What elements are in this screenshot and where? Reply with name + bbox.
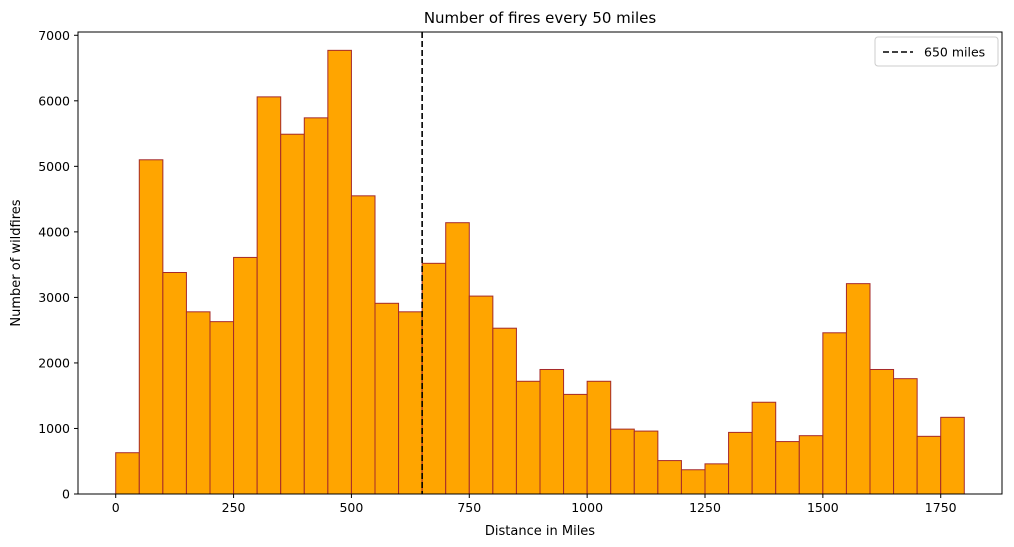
bar	[492, 327, 517, 495]
y-tick-label: 1000	[38, 421, 70, 436]
bar	[185, 311, 211, 495]
bar	[468, 295, 494, 495]
y-tick-label: 4000	[38, 224, 70, 239]
bar	[940, 416, 965, 495]
bar	[374, 302, 400, 495]
bar	[421, 262, 447, 495]
bar	[869, 368, 895, 495]
y-tick-label: 2000	[38, 355, 70, 370]
bar	[610, 428, 635, 495]
y-axis-label: Number of wildfires	[9, 199, 24, 326]
y-tick-label: 6000	[38, 93, 70, 108]
x-tick-label: 1000	[571, 500, 603, 515]
x-tick-label: 0	[112, 500, 120, 515]
x-tick-label: 1750	[925, 500, 957, 515]
bar	[728, 431, 753, 495]
bar	[704, 463, 730, 495]
bar	[633, 430, 659, 495]
y-axis-ticks: 0 1000 2000 3000 4000 5000 6000 7000	[38, 28, 78, 502]
legend-box	[874, 36, 999, 67]
bar	[256, 96, 282, 495]
y-tick-label: 7000	[38, 28, 70, 43]
bar	[845, 283, 871, 495]
bar	[350, 195, 376, 495]
bar	[280, 133, 305, 495]
bar	[586, 380, 612, 495]
bar	[539, 368, 565, 495]
bar	[138, 159, 164, 495]
bar	[162, 272, 187, 495]
x-tick-label: 750	[457, 500, 481, 515]
axes-frame	[77, 31, 1003, 495]
bar	[115, 452, 140, 495]
plot-frame	[77, 31, 1003, 495]
bars-group	[115, 49, 965, 495]
bar	[563, 393, 588, 495]
x-tick-label: 500	[339, 500, 363, 515]
x-tick-label: 250	[222, 500, 246, 515]
bar	[445, 222, 470, 495]
bar	[398, 311, 423, 495]
bar	[916, 435, 942, 495]
bar	[893, 378, 918, 495]
y-tick-label: 5000	[38, 159, 70, 174]
chart-title: Number of fires every 50 miles	[424, 9, 657, 27]
legend-label: 650 miles	[924, 45, 985, 60]
x-axis-label: Distance in Miles	[485, 524, 595, 539]
bar	[657, 460, 682, 495]
bar	[515, 380, 541, 495]
bar	[775, 441, 800, 495]
bar	[751, 401, 777, 495]
bar	[233, 256, 258, 495]
y-tick-label: 0	[62, 487, 70, 502]
x-tick-label: 1250	[689, 500, 721, 515]
y-tick-label: 3000	[38, 290, 70, 305]
bar	[822, 332, 847, 495]
legend: 650 miles	[874, 36, 999, 67]
bar	[209, 321, 235, 495]
x-tick-label: 1500	[807, 500, 839, 515]
bar	[303, 117, 329, 495]
x-axis-ticks: 0 250 500 750 1000 1250 1500 1750	[112, 494, 957, 515]
bar	[680, 469, 706, 495]
bar	[798, 435, 824, 495]
bar	[327, 49, 352, 495]
